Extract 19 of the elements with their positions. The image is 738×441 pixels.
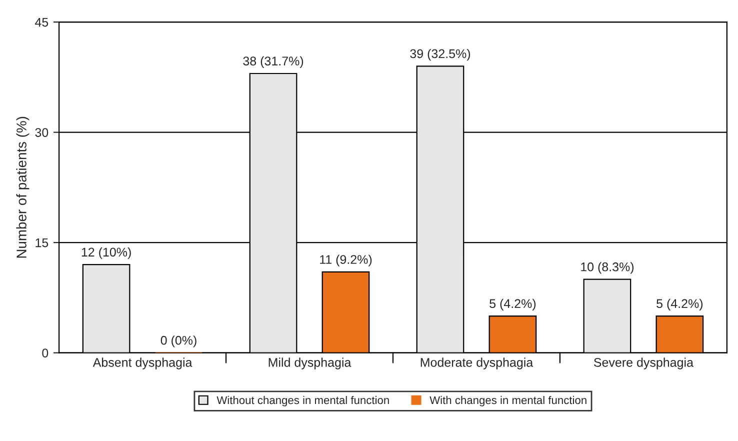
x-tick-label: Absent dysphagia [92, 358, 192, 370]
y-tick-label: 15 [36, 238, 48, 248]
x-tick-label: Moderate dysphagia [420, 358, 534, 370]
legend-label: Without changes in mental function [216, 396, 389, 406]
data-label: 5 (4.2%) [490, 298, 536, 310]
legend-label: With changes in mental function [430, 396, 586, 406]
data-label: 11 (9.2%) [320, 254, 372, 266]
y-tick-label: 30 [35, 128, 48, 137]
data-label: 10 (8.3%) [581, 262, 634, 274]
y-tick-label: 45 [35, 18, 48, 27]
data-label: 0 (0%) [160, 336, 196, 348]
x-tick-label: Severe dysphagia [594, 358, 694, 370]
data-label: 39 (32.5%) [410, 48, 470, 61]
x-tick-label: Mild dysphagia [268, 358, 352, 370]
y-axis-title: Number of patients (%) [16, 116, 30, 258]
y-tick-label: 0 [42, 348, 48, 358]
data-label: 12 (10%) [82, 247, 131, 260]
data-label: 5 (4.2%) [656, 298, 703, 310]
data-label: 38 (31.7%) [243, 56, 304, 68]
